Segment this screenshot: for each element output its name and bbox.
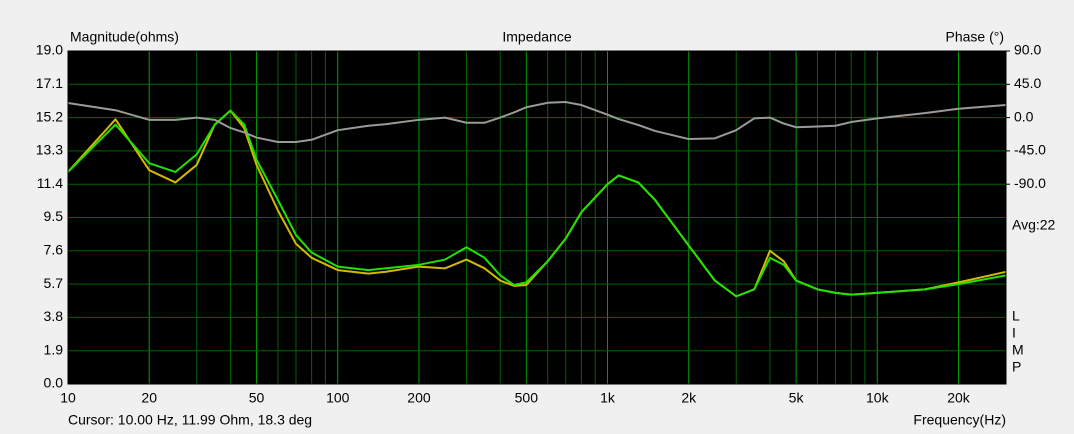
chart-title: Impedance [502,29,571,45]
plot-frame [67,50,1007,385]
x-tick-label: 50 [249,390,265,406]
series-line [67,101,1007,144]
x-tick-label: 10 [60,390,76,406]
side-letter: M [1012,342,1024,358]
y-tick-label: 1.9 [44,341,64,357]
y-tick-label: 19.0 [36,42,63,58]
y-tick-label: 7.6 [44,242,64,258]
y-tick-label: 17.1 [36,75,63,91]
y2-tick-label: -45.0 [1014,142,1046,158]
y-tick-label: 3.8 [44,308,64,324]
y2-tick-label: -90.0 [1014,175,1046,191]
y-tick-label: 9.5 [44,208,64,224]
x-axis-label: Frequency(Hz) [913,412,1006,428]
x-tick-label: 2k [681,390,697,406]
side-letter: L [1012,308,1020,324]
x-tick-label: 20k [947,390,971,406]
y2-tick-label: 45.0 [1014,75,1041,91]
y2-tick-label: 90.0 [1014,42,1041,58]
average-label: Avg:22 [1012,217,1056,233]
series-line [67,109,1007,298]
side-letter: I [1012,325,1016,341]
y2-axis-label: Phase (°) [945,29,1004,45]
side-letter: P [1012,359,1021,375]
y-tick-label: 15.2 [36,108,63,124]
cursor-readout: Cursor: 10.00 Hz, 11.99 Ohm, 18.3 deg [68,412,312,428]
x-tick-label: 500 [515,390,539,406]
x-tick-label: 10k [866,390,890,406]
x-tick-label: 200 [407,390,431,406]
y2-tick-label: 0.0 [1014,108,1034,124]
y-tick-label: 13.3 [36,142,63,158]
x-tick-label: 100 [326,390,350,406]
x-tick-label: 5k [789,390,805,406]
x-tick-label: 1k [600,390,616,406]
y-tick-label: 5.7 [44,275,64,291]
y-tick-label: 11.4 [37,175,63,191]
x-tick-label: 20 [141,390,157,406]
y-axis-label: Magnitude(ohms) [70,29,179,45]
y-tick-label: 0.0 [44,375,64,391]
